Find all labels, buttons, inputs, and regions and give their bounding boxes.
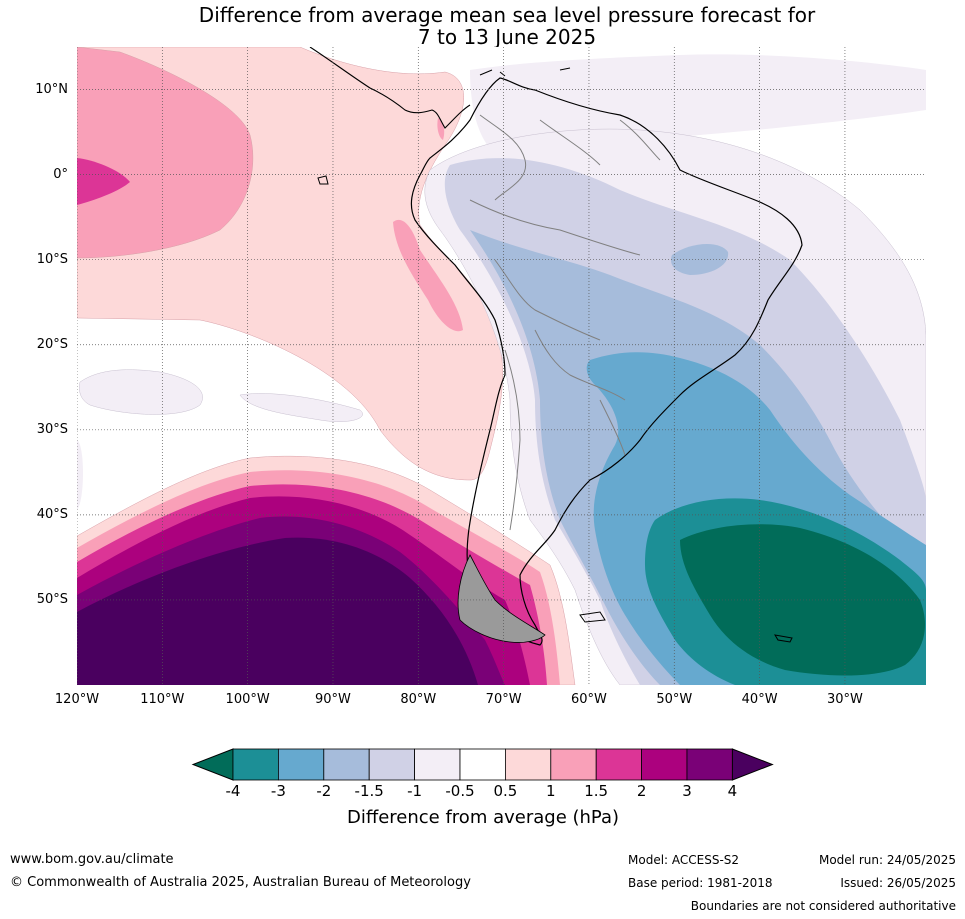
footer-base-period: Base period: 1981-2018	[628, 876, 773, 890]
longitude-label: 100°W	[225, 692, 270, 707]
colorbar-tick-label: 1	[546, 782, 556, 800]
colorbar-swatch	[459, 748, 506, 781]
colorbar-swatch	[368, 748, 416, 781]
colorbar-swatch	[595, 748, 643, 781]
colorbar-tick-label: 2	[636, 782, 647, 800]
tierra-del-fuego	[457, 554, 546, 643]
colorbar-tick-label: -1	[407, 782, 423, 800]
contour-pos-1-north-pacific	[77, 47, 254, 259]
colorbar-swatch	[414, 748, 461, 781]
footer-model: Model: ACCESS-S2	[628, 853, 740, 867]
latitude-label: 0°	[53, 166, 68, 182]
longitude-label: 30°W	[826, 692, 863, 707]
footer-disclaimer: Boundaries are not considered authoritat…	[690, 899, 956, 913]
map-field	[77, 47, 926, 685]
contour-neg-1-5-brazil	[670, 244, 729, 275]
south-georgia-island	[774, 634, 793, 643]
longitude-label: 90°W	[315, 692, 351, 707]
longitude-label: 40°W	[741, 692, 778, 707]
title-line-2: 7 to 13 June 2025	[417, 25, 597, 49]
caribbean-islands	[479, 67, 571, 77]
title-line-1: Difference from average mean sea level p…	[198, 3, 816, 27]
longitude-label: 120°W	[54, 692, 100, 707]
longitude-label: 70°W	[485, 692, 522, 707]
footer-issued: Issued: 26/05/2025	[840, 876, 956, 890]
colorbar-tick-label: -4	[225, 782, 241, 800]
contour-pos-1-5-north-pacific	[77, 158, 130, 205]
gridlines	[77, 47, 926, 685]
map-title: Difference from average mean sea level p…	[0, 4, 965, 48]
latitude-label: 40°S	[36, 506, 68, 522]
colorbar-tick-label: -1.5	[354, 782, 384, 800]
country-borders	[469, 114, 661, 531]
longitude-label: 80°W	[400, 692, 437, 707]
contour-neg-0-5-cpacific-2	[239, 393, 363, 422]
footer-model-run: Model run: 24/05/2025	[818, 853, 956, 867]
contour-pos-4-south-pacific	[77, 537, 478, 685]
colorbar	[191, 748, 774, 781]
colorbar-swatch	[504, 748, 552, 781]
contour-pos-1-peru	[393, 219, 463, 332]
central-america-land	[309, 47, 471, 129]
colorbar-swatch	[232, 748, 279, 781]
latitude-label: 10°N	[35, 81, 68, 97]
colorbar-swatch	[277, 748, 325, 781]
footer-copyright: © Commonwealth of Australia 2025, Austra…	[10, 875, 471, 890]
colorbar-over-triangle	[731, 748, 774, 781]
colorbar-tick-label: 4	[727, 782, 738, 800]
colorbar-tick-label: 0.5	[493, 782, 518, 800]
colorbar-tick-label: -2	[316, 782, 332, 800]
colorbar-tick-label: 1.5	[584, 782, 609, 800]
longitude-label: 60°W	[571, 692, 607, 707]
falkland-islands	[579, 611, 606, 623]
latitude-label: 50°S	[36, 591, 68, 607]
longitude-label: 50°W	[656, 692, 693, 707]
contour-neg-0-5-west-pacific	[77, 440, 83, 510]
latitude-label: 30°S	[36, 421, 68, 437]
footer-url[interactable]: www.bom.gov.au/climate	[10, 852, 174, 867]
colorbar-swatch	[641, 748, 688, 781]
colorbar-swatch	[550, 748, 597, 781]
contour-neg-4-south-atlantic	[680, 524, 925, 676]
longitude-label: 110°W	[140, 692, 185, 707]
latitude-label: 20°S	[36, 336, 68, 352]
colorbar-swatch	[686, 748, 733, 781]
galapagos-islands	[317, 175, 329, 185]
colorbar-under-triangle	[191, 748, 234, 781]
latitude-label: 10°S	[36, 251, 68, 267]
colorbar-tick-label: 3	[682, 782, 692, 800]
contour-neg-0-5-cpacific	[79, 369, 203, 415]
colorbar-title: Difference from average (hPa)	[346, 807, 620, 828]
colorbar-swatch	[323, 748, 370, 781]
colorbar-tick-label: -0.5	[445, 782, 475, 800]
south-america-land	[410, 77, 803, 646]
colorbar-tick-label: -3	[270, 782, 286, 800]
